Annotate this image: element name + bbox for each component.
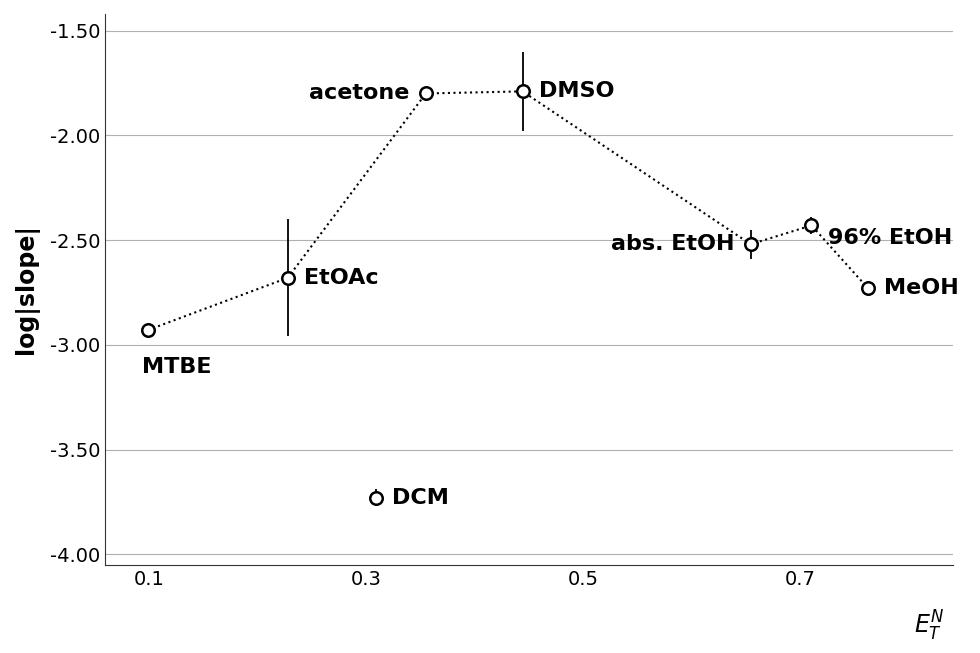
- Text: 96% EtOH: 96% EtOH: [828, 228, 952, 248]
- Text: $E_T^N$: $E_T^N$: [913, 609, 945, 643]
- Text: EtOAc: EtOAc: [304, 268, 379, 288]
- Text: MeOH: MeOH: [884, 278, 959, 298]
- Text: acetone: acetone: [309, 84, 410, 103]
- Text: abs. EtOH: abs. EtOH: [611, 234, 734, 254]
- Text: MTBE: MTBE: [142, 357, 212, 377]
- Y-axis label: log|slope|: log|slope|: [14, 224, 39, 355]
- Text: DCM: DCM: [392, 488, 449, 507]
- Text: DMSO: DMSO: [539, 82, 614, 101]
